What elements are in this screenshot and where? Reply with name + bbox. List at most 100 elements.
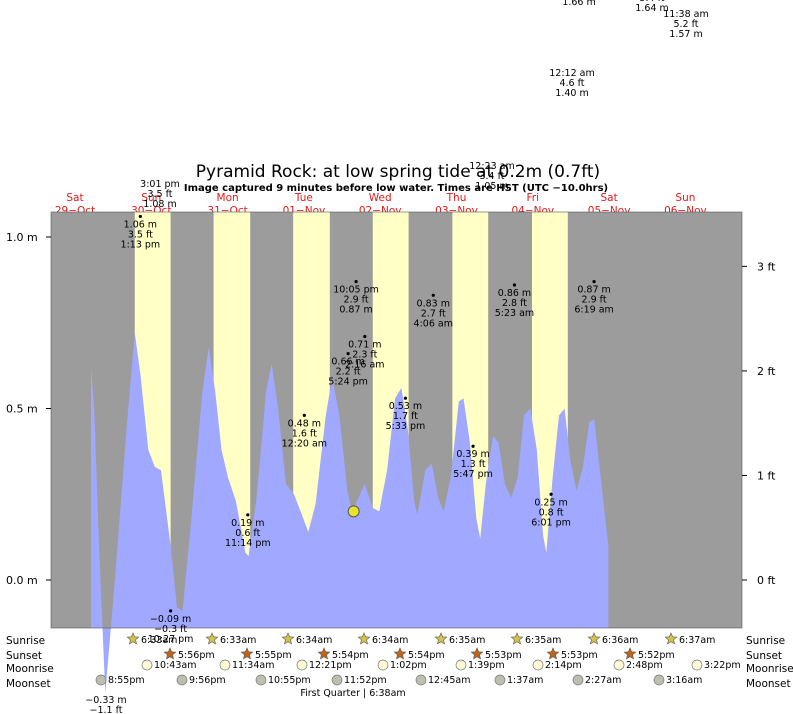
sunrise-icon [434,632,448,645]
sunset-icon [393,647,407,660]
tide-label-line: 0.66 m [331,357,364,368]
right-tick-label: 2 ft [757,365,776,378]
day-weekday: Sat [600,192,617,204]
tide-point [354,279,358,284]
chart-title: Pyramid Rock: at low spring tide at 0.2m… [196,162,600,182]
sunrise-time: 6:34am [296,635,332,646]
tide-label-line: 2.8 ft [502,298,527,309]
row-label-left: Sunrise [6,635,45,647]
tide-label-line: 10:27 pm [148,634,194,645]
extra-label-line: −0.33 m [85,695,126,706]
tide-label-line: 0.39 m [456,449,489,460]
extra-label-line: 5.4 ft [639,0,664,4]
tide-label-line: 0.6 ft [235,528,260,539]
moonrise-icon [296,659,308,671]
sunrise-time: 6:36am [602,635,638,646]
extra-label-line: 11:38 am [663,9,708,20]
sunset-time: 5:52pm [638,650,675,661]
plot-frame [50,211,743,629]
sunset-icon [240,647,254,660]
row-label-right: Moonrise [746,663,793,675]
tide-label-line: 2:16 am [345,359,384,370]
tide-label-line: 1:13 pm [121,239,161,250]
tide-point [302,413,306,417]
extra-label-line: 12:23 am [469,161,514,172]
tide-label-line: 0.71 m [348,339,381,350]
moonrise-time: 11:34am [232,660,274,671]
sunrise-time: 6:35am [525,635,561,646]
extra-label-line: 1.05 m [475,181,508,192]
moonrise-icon [377,659,389,671]
sunset-icon [623,647,637,660]
moonrise-icon [691,659,703,671]
left-tick-label: 0.0 m [6,574,38,587]
tide-label-line: 0.48 m [288,418,321,429]
extra-labels: 3:01 pm3.5 ft1.08 m−0.33 m−1.1 ft1.66 m5… [85,0,708,714]
tide-point [363,334,367,339]
moon-phase-label: First Quarter | 6:38am [300,688,405,699]
tide-point [592,279,596,284]
tide-label-line: 5:23 am [495,308,534,319]
tide-label-line: 6:19 am [574,305,613,316]
moonset-icon [176,674,188,686]
moonset-time: 11:52pm [344,675,387,686]
moonset-icon [331,674,343,686]
sunrise-time: 6:37am [679,635,715,646]
sunset-time: 5:56pm [178,650,215,661]
sunrise-icon [126,632,140,645]
tide-label-line: 1.7 ft [393,411,418,422]
sunset-icon [470,647,484,660]
moonset-icon [415,674,427,686]
moonset-icon [653,674,665,686]
day-weekday: Fri [527,192,540,204]
moonrise-time: 10:43am [154,660,196,671]
tide-label-line: 6:01 pm [531,517,571,528]
tide-label-line: 1.6 ft [292,428,317,439]
y-axes: 1.0 m 0.5 m 0.0 m 3 ft 2 ft 1 ft 0 ft [6,231,776,587]
tide-label-line: 5:47 pm [453,469,493,480]
tide-point [512,283,517,287]
extra-label-line: 1.64 m [635,3,668,14]
tide-label-line: 10:05 pm [333,285,379,296]
tide-label-line: 0.87 m [577,285,610,296]
extra-label-line: 3:01 pm [140,179,180,190]
moonrise-icon [219,659,231,671]
tide-label-line: 12:20 am [282,438,327,449]
moonset-icon [95,674,107,686]
tide-point [431,293,435,297]
day-weekday: Sun [675,192,695,204]
sunset-time: 5:55pm [255,650,292,661]
row-label-left: Sunset [6,650,42,662]
plot-area [50,211,743,694]
extra-label-line: 1.40 m [555,88,588,99]
row-label-left: Moonset [6,678,51,690]
day-weekday: Mon [217,192,239,204]
moonset-icon [572,674,584,686]
chart-subtitle: Image captured 9 minutes before low wate… [184,183,608,194]
extra-label-line: 12:12 am [549,68,594,79]
tide-label-line: −0.09 m [150,614,191,625]
moonset-time: 10:55pm [268,675,311,686]
extra-label-line: 4.6 ft [559,78,584,89]
tide-point [346,352,350,356]
sunset-icon [317,647,331,660]
moonset-icon [255,674,267,686]
sunrise-time: 6:33am [141,635,177,646]
moonset-time: 3:16am [666,675,702,686]
moonset-time: 1:37am [507,675,543,686]
tide-label-line: 0.53 m [389,401,422,412]
tide-label-line: 2.9 ft [344,295,369,306]
tide-label-line: 0.87 m [339,305,372,316]
tide-label-line: 0.8 ft [539,507,564,518]
tide-label-line: 1.3 ft [461,459,486,470]
tide-label-line: −0.3 ft [154,624,187,635]
tide-label-line: 0.25 m [534,497,567,508]
tide-label-line: 0.83 m [417,298,450,309]
day-weekday: Tue [294,192,313,204]
tide-label-line: 2.7 ft [421,308,446,319]
moonrise-time: 12:21pm [309,660,352,671]
moonrise-time: 1:39pm [468,660,505,671]
